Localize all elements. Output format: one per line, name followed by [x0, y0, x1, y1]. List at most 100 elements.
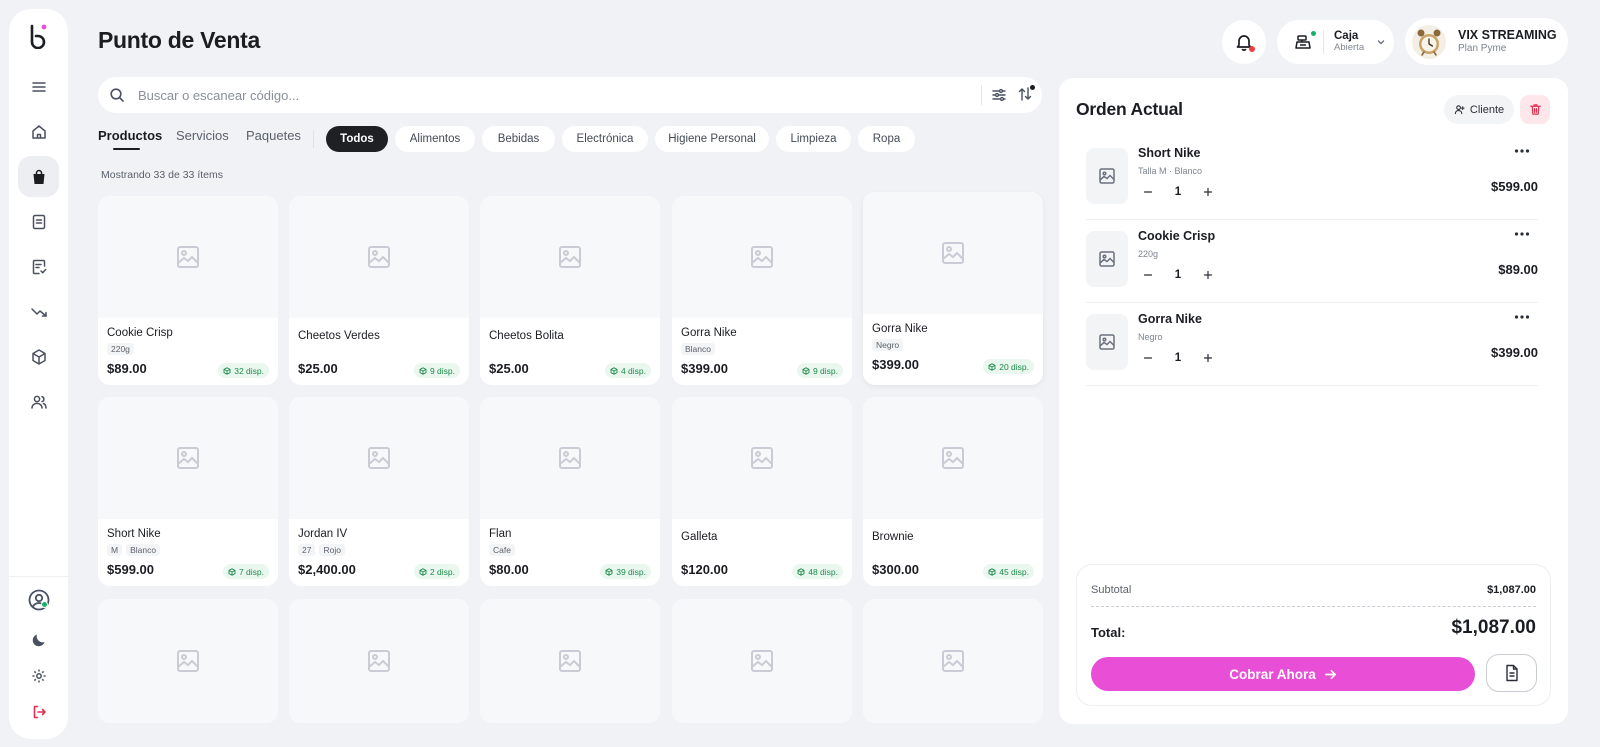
logout-icon[interactable] [18, 691, 59, 732]
add-client-label: Cliente [1469, 103, 1505, 116]
cash-register-title: Caja [1334, 30, 1359, 43]
order-item-price: $399.00 [1491, 345, 1538, 360]
plus-icon[interactable] [1198, 265, 1218, 285]
order-item-variant: Negro [1138, 332, 1163, 342]
product-tag: 220g [107, 343, 134, 355]
product-card[interactable] [672, 599, 852, 723]
image-placeholder-icon [289, 196, 469, 318]
minus-icon[interactable] [1138, 182, 1158, 202]
document-icon [1504, 664, 1520, 682]
product-tag: Blanco [126, 544, 161, 556]
arrow-right-icon [1324, 668, 1337, 681]
cash-register-status: Abierta [1334, 42, 1365, 54]
product-card[interactable]: Cheetos Verdes $25.00 9 disp. [289, 196, 469, 385]
image-placeholder-icon [98, 397, 278, 519]
users-icon[interactable] [18, 381, 59, 422]
page-title: Punto de Venta [98, 27, 260, 53]
product-card[interactable]: Gorra Nike Negro $399.00 20 disp. [863, 192, 1043, 385]
subtotal-label: Subtotal [1091, 584, 1132, 596]
order-item: Gorra Nike Negro 1 $399.00 [1086, 302, 1538, 386]
category-chip-todos[interactable]: Todos [326, 126, 388, 152]
product-card[interactable] [289, 599, 469, 723]
plus-icon[interactable] [1198, 348, 1218, 368]
more-options-icon[interactable] [1514, 314, 1530, 320]
product-card[interactable]: Jordan IV 27 Rojo $2,400.00 2 disp. [289, 397, 469, 586]
add-client-button[interactable]: Cliente [1444, 95, 1514, 124]
clear-order-button[interactable] [1520, 95, 1550, 124]
minus-icon[interactable] [1138, 265, 1158, 285]
minus-icon[interactable] [1138, 348, 1158, 368]
notification-badge [1249, 46, 1255, 52]
category-chip-limpieza[interactable]: Limpieza [776, 126, 851, 152]
plus-icon[interactable] [1198, 182, 1218, 202]
charge-now-button[interactable]: Cobrar Ahora [1091, 657, 1475, 691]
image-placeholder-icon [672, 196, 852, 318]
image-placeholder-icon [1086, 148, 1128, 204]
search-bar [98, 77, 1042, 113]
product-name: Gorra Nike [681, 327, 737, 339]
tab-productos[interactable]: Productos [98, 128, 163, 143]
profile-icon[interactable] [18, 579, 59, 620]
app-logo[interactable] [9, 23, 68, 57]
quantity-value: 1 [1174, 186, 1182, 198]
trending-down-icon[interactable] [18, 291, 59, 332]
category-chip-ropa[interactable]: Ropa [858, 126, 915, 152]
product-card[interactable]: Gorra Nike Blanco $399.00 9 disp. [672, 196, 852, 385]
image-placeholder-icon [863, 192, 1043, 314]
image-placeholder-icon [863, 599, 1043, 723]
more-options-icon[interactable] [1514, 231, 1530, 237]
product-card[interactable]: Flan Cafe $80.00 39 disp. [480, 397, 660, 586]
sort-icon[interactable] [1017, 85, 1035, 102]
order-item-name: Gorra Nike [1138, 312, 1202, 326]
receipt-document-button[interactable] [1486, 654, 1537, 692]
bell-icon [1234, 32, 1254, 52]
checklist-icon[interactable] [18, 246, 59, 287]
product-card[interactable] [863, 599, 1043, 723]
order-title: Orden Actual [1076, 99, 1183, 119]
product-card[interactable]: Short Nike M Blanco $599.00 7 disp. [98, 397, 278, 586]
search-input[interactable] [138, 87, 958, 103]
product-card[interactable]: Cheetos Bolita $25.00 4 disp. [480, 196, 660, 385]
user-name: VIX STREAMING [1458, 28, 1557, 42]
notifications-button[interactable] [1222, 20, 1266, 64]
home-icon[interactable] [18, 111, 59, 152]
order-item: Short Nike Talla M · Blanco 1 $599.00 [1086, 136, 1538, 220]
image-placeholder-icon [863, 397, 1043, 519]
quantity-value: 1 [1174, 352, 1182, 364]
receipt-icon[interactable] [18, 201, 59, 242]
user-profile-button[interactable]: VIX STREAMING Plan Pyme [1405, 18, 1568, 65]
image-placeholder-icon [289, 599, 469, 723]
package-icon[interactable] [18, 336, 59, 377]
image-placeholder-icon [98, 599, 278, 723]
category-chip-alimentos[interactable]: Alimentos [395, 126, 475, 152]
order-item-variant: Talla M · Blanco [1138, 166, 1203, 176]
quantity-stepper: 1 [1138, 182, 1218, 202]
gear-icon[interactable] [18, 655, 59, 696]
menu-icon[interactable] [18, 66, 59, 107]
product-tag: Negro [872, 339, 904, 351]
filter-icon[interactable] [991, 87, 1007, 103]
category-chip-bebidas[interactable]: Bebidas [482, 126, 555, 152]
image-placeholder-icon [289, 397, 469, 519]
items-count-label: Mostrando 33 de 33 ítems [101, 169, 223, 181]
tab-servicios[interactable]: Servicios [176, 128, 229, 143]
product-card[interactable]: Brownie $300.00 45 disp. [863, 397, 1043, 586]
product-card[interactable] [98, 599, 278, 723]
order-item-name: Cookie Crisp [1138, 229, 1216, 243]
sidebar [9, 9, 68, 739]
moon-icon[interactable] [18, 619, 59, 660]
category-chip-higiene-personal[interactable]: Higiene Personal [655, 126, 769, 152]
more-options-icon[interactable] [1514, 148, 1530, 154]
product-card[interactable]: Cookie Crisp 220g $89.00 32 disp. [98, 196, 278, 385]
product-card[interactable]: Galleta $120.00 48 disp. [672, 397, 852, 586]
product-name: Brownie [872, 531, 914, 543]
cash-register-selector[interactable]: Caja Abierta [1277, 20, 1394, 64]
product-card[interactable] [480, 599, 660, 723]
shopping-bag-icon[interactable] [18, 156, 59, 197]
tab-paquetes[interactable]: Paquetes [246, 128, 301, 143]
product-price: $399.00 [681, 361, 728, 376]
product-price: $80.00 [489, 562, 529, 577]
quantity-stepper: 1 [1138, 348, 1218, 368]
trash-icon [1529, 103, 1542, 116]
category-chip-electronica[interactable]: Electrónica [562, 126, 648, 152]
